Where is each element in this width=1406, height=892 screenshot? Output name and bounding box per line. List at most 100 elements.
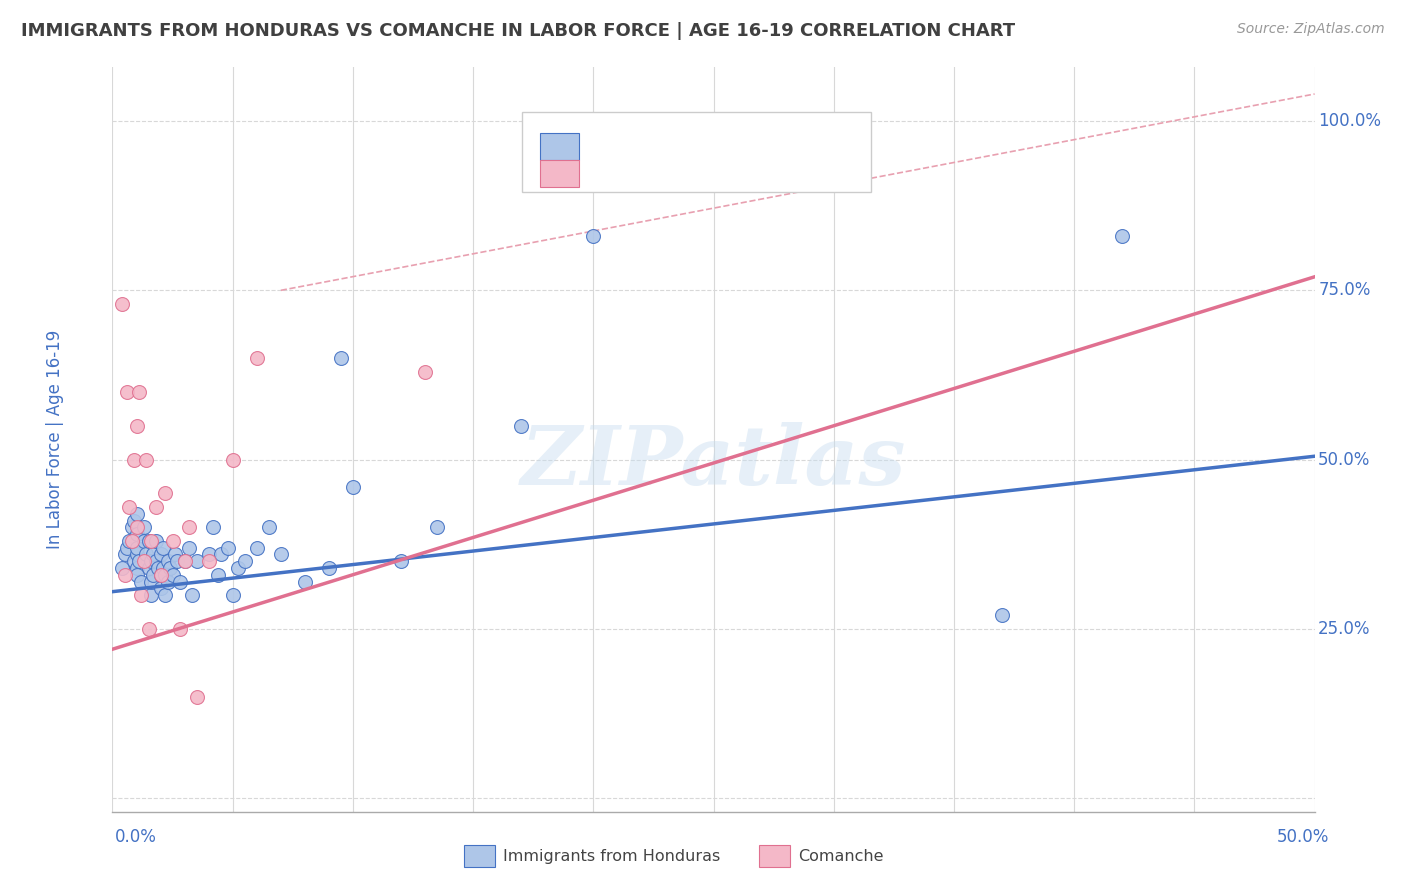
- Text: 26: 26: [725, 166, 748, 181]
- Point: [246, 541, 269, 555]
- Point: [122, 514, 145, 528]
- Text: R =: R =: [585, 166, 620, 181]
- Point: [226, 561, 249, 575]
- Point: [186, 554, 208, 568]
- Point: [139, 588, 162, 602]
- Point: [202, 520, 225, 534]
- Point: [155, 567, 177, 582]
- Point: [118, 500, 141, 514]
- Point: [152, 541, 174, 555]
- Point: [122, 554, 145, 568]
- Text: In Labor Force | Age 16-19: In Labor Force | Age 16-19: [46, 330, 63, 549]
- Point: [125, 418, 148, 433]
- Point: [135, 452, 157, 467]
- Point: [162, 533, 184, 548]
- Point: [138, 533, 160, 548]
- Text: 25.0%: 25.0%: [1319, 620, 1371, 638]
- Point: [135, 548, 157, 562]
- Text: Immigrants from Honduras: Immigrants from Honduras: [503, 849, 721, 863]
- Text: 75.0%: 75.0%: [1319, 281, 1371, 300]
- Point: [169, 622, 191, 636]
- Text: Comanche: Comanche: [799, 849, 884, 863]
- Text: ZIPatlas: ZIPatlas: [520, 422, 907, 501]
- Text: 50.0%: 50.0%: [1319, 450, 1371, 468]
- Text: 67: 67: [725, 139, 748, 153]
- Point: [121, 520, 143, 534]
- Point: [132, 554, 155, 568]
- Point: [207, 567, 229, 582]
- Text: 50.0%: 50.0%: [1277, 828, 1329, 846]
- Point: [111, 561, 134, 575]
- Point: [217, 541, 239, 555]
- Point: [155, 486, 177, 500]
- Point: [209, 548, 232, 562]
- Point: [342, 480, 364, 494]
- Text: 0.328: 0.328: [624, 166, 675, 181]
- Point: [125, 527, 148, 541]
- Point: [142, 548, 165, 562]
- Point: [413, 365, 436, 379]
- Point: [138, 622, 160, 636]
- Point: [114, 548, 136, 562]
- Point: [114, 567, 136, 582]
- Point: [139, 533, 162, 548]
- Point: [197, 554, 219, 568]
- Point: [125, 520, 148, 534]
- Point: [257, 520, 280, 534]
- Point: [156, 574, 179, 589]
- Point: [991, 608, 1014, 623]
- Point: [163, 548, 186, 562]
- Point: [510, 418, 533, 433]
- Point: [186, 690, 208, 704]
- Point: [122, 452, 145, 467]
- Point: [132, 533, 155, 548]
- Point: [294, 574, 316, 589]
- Text: 0.175: 0.175: [624, 139, 675, 153]
- Point: [121, 533, 143, 548]
- Point: [142, 567, 165, 582]
- Point: [145, 533, 167, 548]
- Text: Source: ZipAtlas.com: Source: ZipAtlas.com: [1237, 22, 1385, 37]
- Point: [149, 548, 172, 562]
- Point: [180, 588, 202, 602]
- Point: [149, 567, 172, 582]
- Point: [233, 554, 256, 568]
- Point: [222, 588, 245, 602]
- Point: [131, 588, 153, 602]
- Point: [132, 520, 155, 534]
- Point: [582, 229, 605, 244]
- Point: [125, 507, 148, 521]
- Text: IMMIGRANTS FROM HONDURAS VS COMANCHE IN LABOR FORCE | AGE 16-19 CORRELATION CHAR: IMMIGRANTS FROM HONDURAS VS COMANCHE IN …: [21, 22, 1015, 40]
- Point: [318, 561, 340, 575]
- Text: N =: N =: [681, 139, 727, 153]
- Point: [162, 567, 184, 582]
- Point: [246, 351, 269, 365]
- Point: [149, 582, 172, 596]
- Point: [389, 554, 412, 568]
- Point: [179, 541, 201, 555]
- Point: [125, 567, 148, 582]
- Text: 0.0%: 0.0%: [115, 828, 157, 846]
- Point: [197, 548, 219, 562]
- Point: [270, 548, 292, 562]
- Point: [118, 533, 141, 548]
- Point: [156, 554, 179, 568]
- Point: [128, 554, 150, 568]
- Point: [125, 541, 148, 555]
- Point: [111, 297, 134, 311]
- Point: [173, 554, 195, 568]
- Point: [1111, 229, 1133, 244]
- Point: [115, 384, 138, 399]
- Point: [426, 520, 449, 534]
- Point: [152, 561, 174, 575]
- Point: [138, 561, 160, 575]
- Text: 100.0%: 100.0%: [1319, 112, 1381, 130]
- Point: [155, 588, 177, 602]
- Point: [131, 574, 153, 589]
- Point: [329, 351, 352, 365]
- Text: R =: R =: [585, 139, 620, 153]
- Point: [125, 548, 148, 562]
- Point: [149, 567, 172, 582]
- Point: [128, 384, 150, 399]
- Point: [115, 541, 138, 555]
